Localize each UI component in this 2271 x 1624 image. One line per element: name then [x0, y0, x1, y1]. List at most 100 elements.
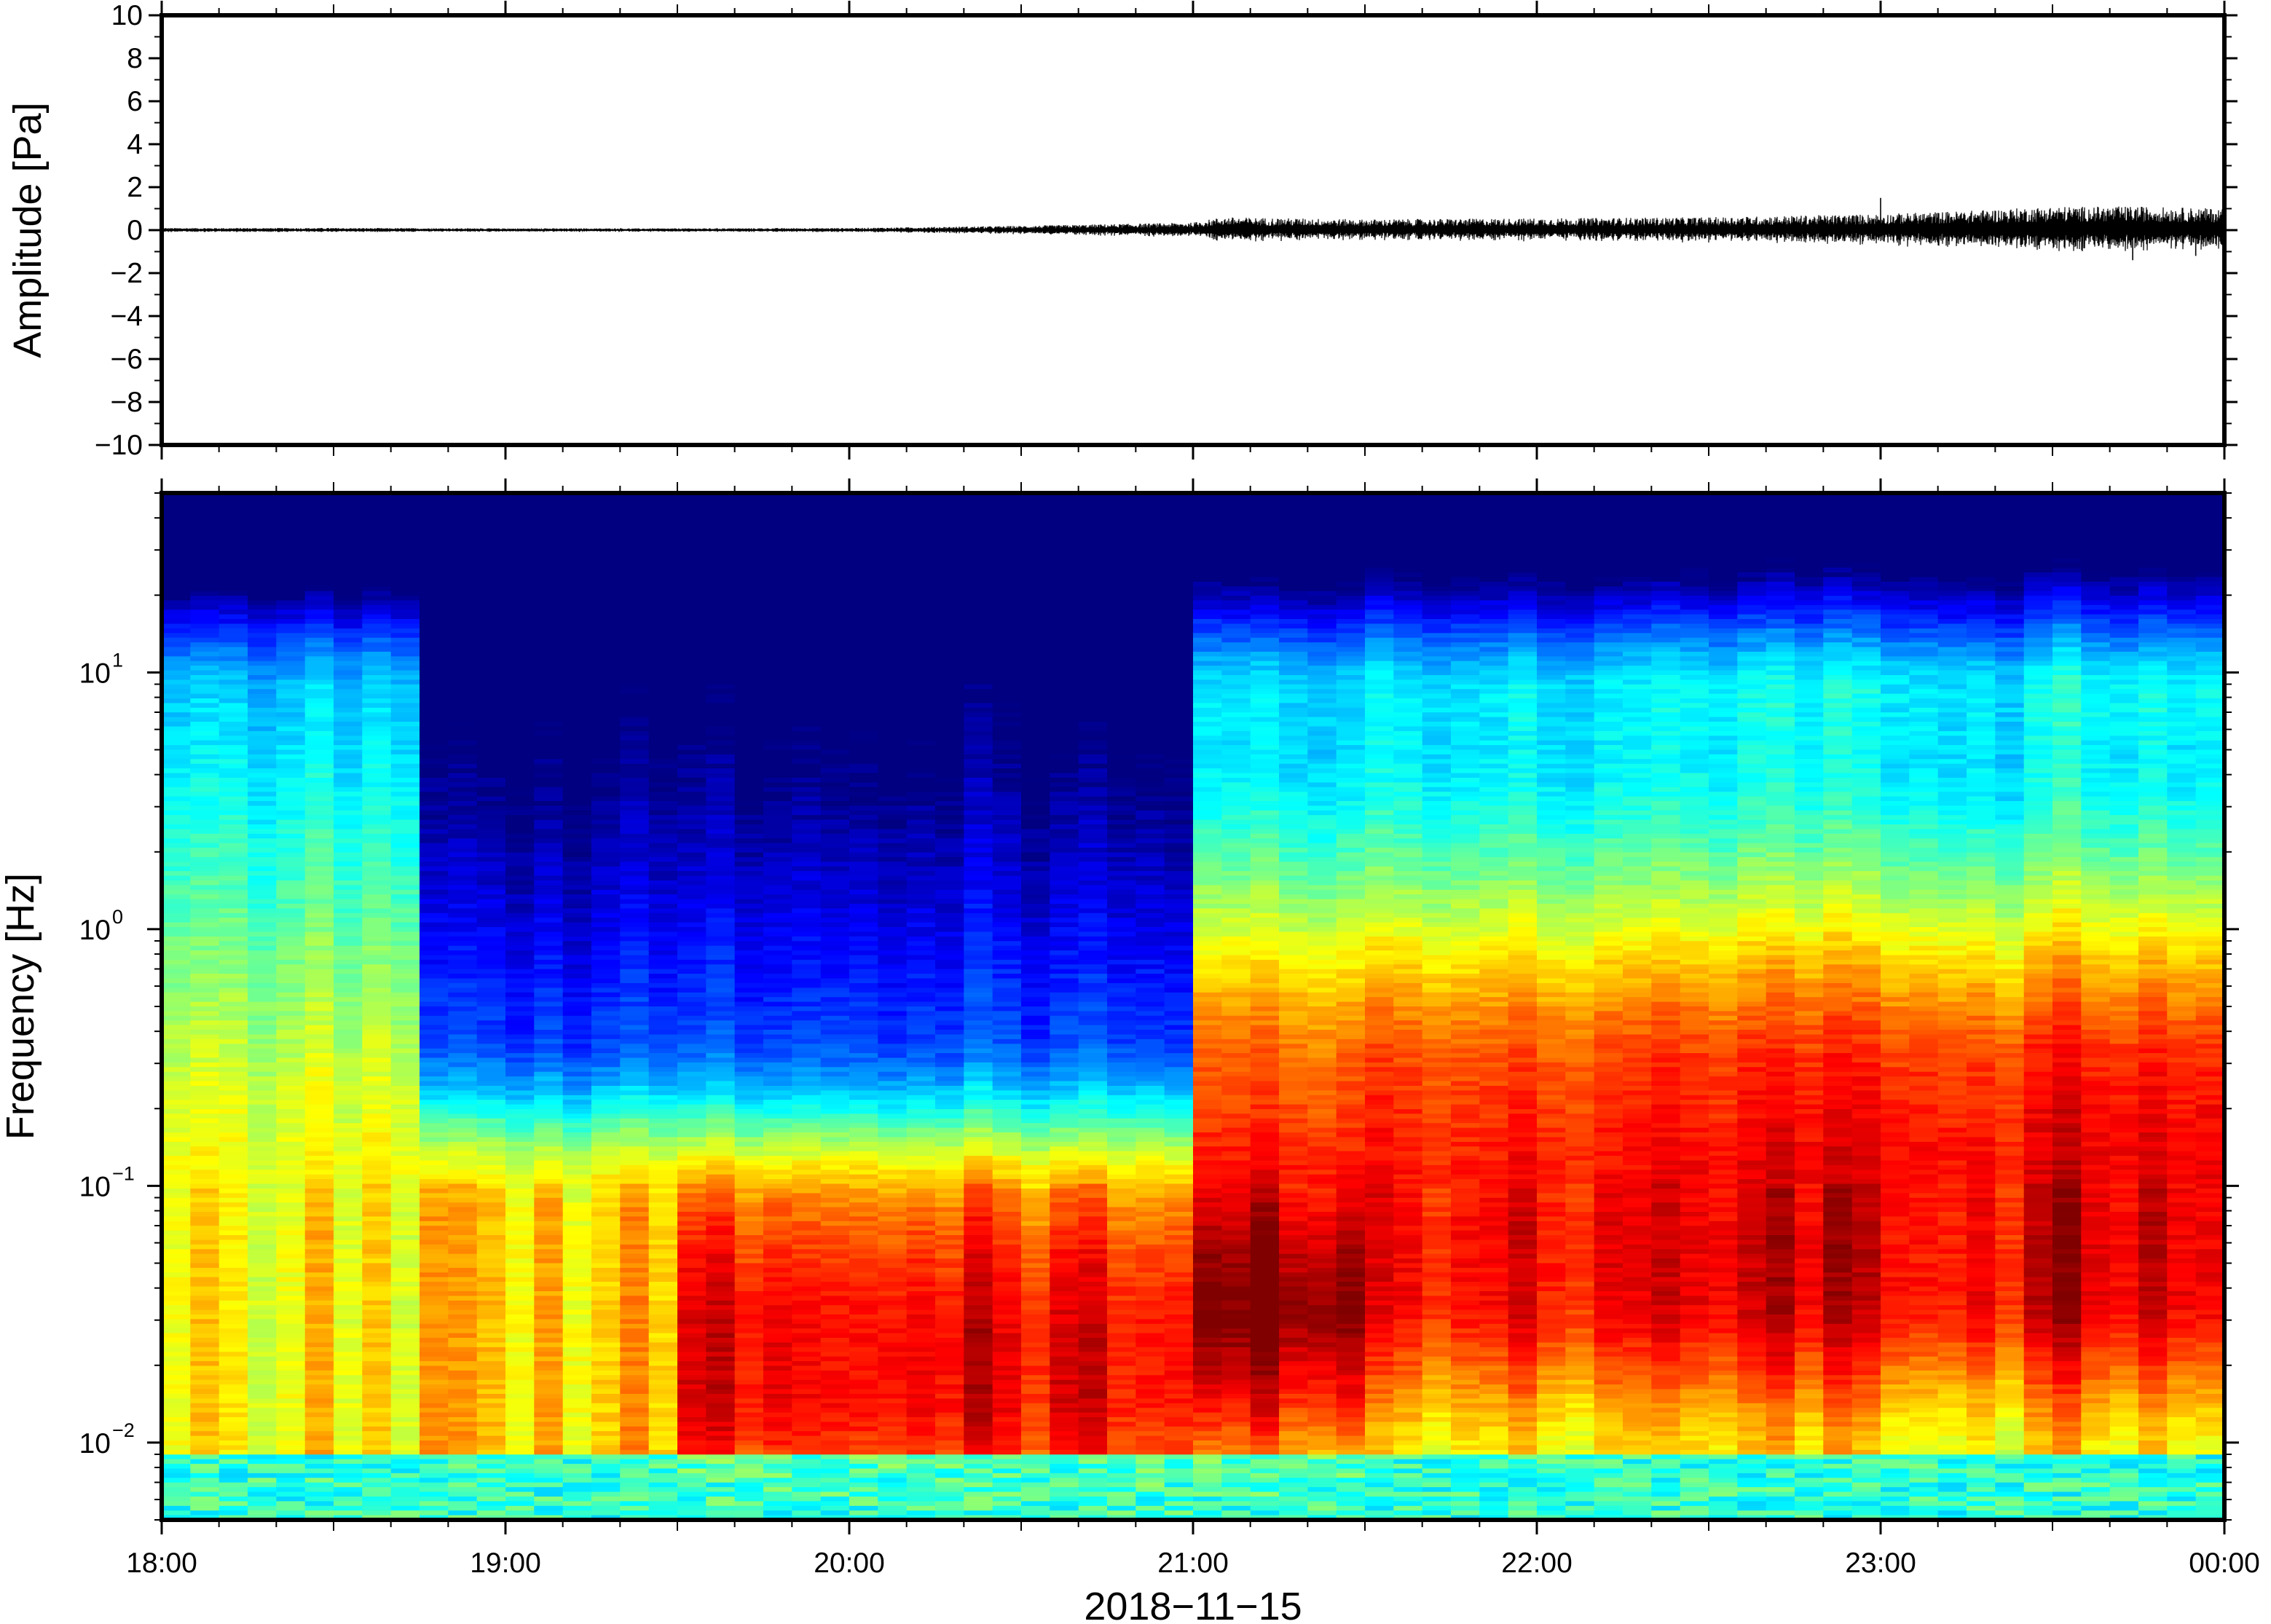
spectrogram-cell [420, 899, 449, 904]
spectrogram-cell [190, 647, 219, 653]
spectrogram-cell [362, 1347, 391, 1352]
spectrogram-cell [420, 1011, 449, 1016]
spectrogram-cell [362, 1240, 391, 1245]
spectrogram-cell [477, 507, 506, 512]
spectrogram-cell [391, 754, 420, 760]
spectrogram-cell [276, 1371, 305, 1376]
spectrogram-cell [305, 568, 334, 573]
spectrogram-cell [534, 703, 563, 708]
spectrogram-cell [563, 1044, 592, 1049]
spectrogram-cell [334, 1272, 363, 1277]
spectrogram-cell [649, 1138, 678, 1143]
spectrogram-cell [391, 703, 420, 708]
spectrogram-cell [649, 913, 678, 918]
spectrogram-cell [620, 497, 649, 502]
spectrogram-cell [305, 1072, 334, 1077]
spectrogram-cell [276, 502, 305, 508]
spectrogram-cell [448, 610, 477, 615]
spectrogram-cell [248, 908, 277, 913]
spectrogram-cell [248, 628, 277, 634]
spectrogram-cell [477, 1264, 506, 1269]
spectrogram-cell [334, 1202, 363, 1207]
spectrogram-cell [735, 596, 764, 601]
spectrogram-cell [735, 633, 764, 638]
spectrogram-cell [162, 1132, 191, 1138]
spectrogram-cell [505, 1216, 535, 1221]
spectrogram-cell [219, 1301, 248, 1306]
spectrogram-cell [706, 1454, 735, 1459]
spectrogram-cell [505, 736, 535, 741]
spectrogram-cell [649, 862, 678, 867]
spectrogram-cell [649, 1132, 678, 1138]
spectrogram-cell [334, 591, 363, 596]
spectrogram-cell [162, 1109, 191, 1114]
spectrogram-cell [649, 689, 678, 694]
spectrogram-cell [190, 1454, 219, 1459]
spectrogram-cell [534, 1030, 563, 1035]
spectrogram-cell [334, 1422, 363, 1427]
spectrogram-cell [305, 1352, 334, 1357]
spectrogram-cell [420, 582, 449, 587]
spectrogram-cell [276, 521, 305, 527]
spectrogram-cell [219, 1025, 248, 1030]
spectrogram-cell [420, 1049, 449, 1054]
spectrogram-cell [735, 1324, 764, 1329]
spectrogram-cell [219, 820, 248, 825]
spectrogram-cell [505, 937, 535, 942]
spectrogram-cell [534, 1277, 563, 1282]
spectrogram-cell [448, 1473, 477, 1478]
spectrogram-cell [477, 764, 506, 769]
spectrogram-cell [649, 983, 678, 988]
spectrogram-cell [534, 1221, 563, 1226]
spectrogram-cell [735, 848, 764, 853]
spectrogram-cell [677, 1016, 707, 1021]
spectrogram-cell [334, 661, 363, 666]
spectrogram-cell [190, 1175, 219, 1180]
spectrogram-cell [276, 1366, 305, 1371]
spectrogram-cell [505, 619, 535, 624]
spectrogram-cell [219, 773, 248, 779]
spectrogram-cell [620, 1501, 649, 1506]
spectrogram-cell [534, 712, 563, 717]
spectrogram-cell [763, 1371, 792, 1376]
spectrogram-cell [649, 708, 678, 713]
spectrogram-cell [219, 619, 248, 624]
spectrogram-cell [620, 1431, 649, 1436]
spectrogram-cell [420, 871, 449, 876]
spectrogram-cell [735, 559, 764, 564]
spectrogram-cell [563, 894, 592, 899]
spectrogram-cell [706, 1063, 735, 1068]
spectrogram-cell [305, 1264, 334, 1269]
spectrogram-cell [334, 1347, 363, 1352]
spectrogram-cell [248, 918, 277, 923]
spectrogram-cell [763, 1296, 792, 1301]
spectrogram-cell [448, 605, 477, 610]
spectrogram-cell [649, 1254, 678, 1259]
spectrogram-cell [334, 1035, 363, 1040]
spectrogram-cell [563, 1113, 592, 1119]
spectrogram-cell [620, 1347, 649, 1352]
spectrogram-cell [505, 1100, 535, 1105]
spectrogram-cell [763, 1020, 792, 1025]
spectrogram-cell [677, 689, 707, 694]
spectrogram-cell [162, 1249, 191, 1254]
spectrogram-cell [190, 736, 219, 741]
spectrogram-cell [219, 679, 248, 685]
spectrogram-cell [162, 1427, 191, 1432]
spectrogram-cell [391, 815, 420, 820]
spectrogram-cell [591, 656, 621, 661]
spectrogram-cell [248, 834, 277, 839]
spectrogram-cell [219, 512, 248, 517]
spectrogram-cell [334, 1189, 363, 1194]
spectrogram-cell [505, 1413, 535, 1418]
spectrogram-cell [591, 1487, 621, 1492]
spectrogram-cell [649, 1422, 678, 1427]
spectrogram-cell [305, 801, 334, 806]
spectrogram-cell [391, 1398, 420, 1403]
spectrogram-cell [477, 1076, 506, 1081]
spectrogram-cell [591, 652, 621, 657]
spectrogram-cell [305, 862, 334, 867]
spectrogram-cell [362, 1366, 391, 1371]
spectrogram-cell [735, 1328, 764, 1333]
spectrogram-cell [305, 694, 334, 699]
